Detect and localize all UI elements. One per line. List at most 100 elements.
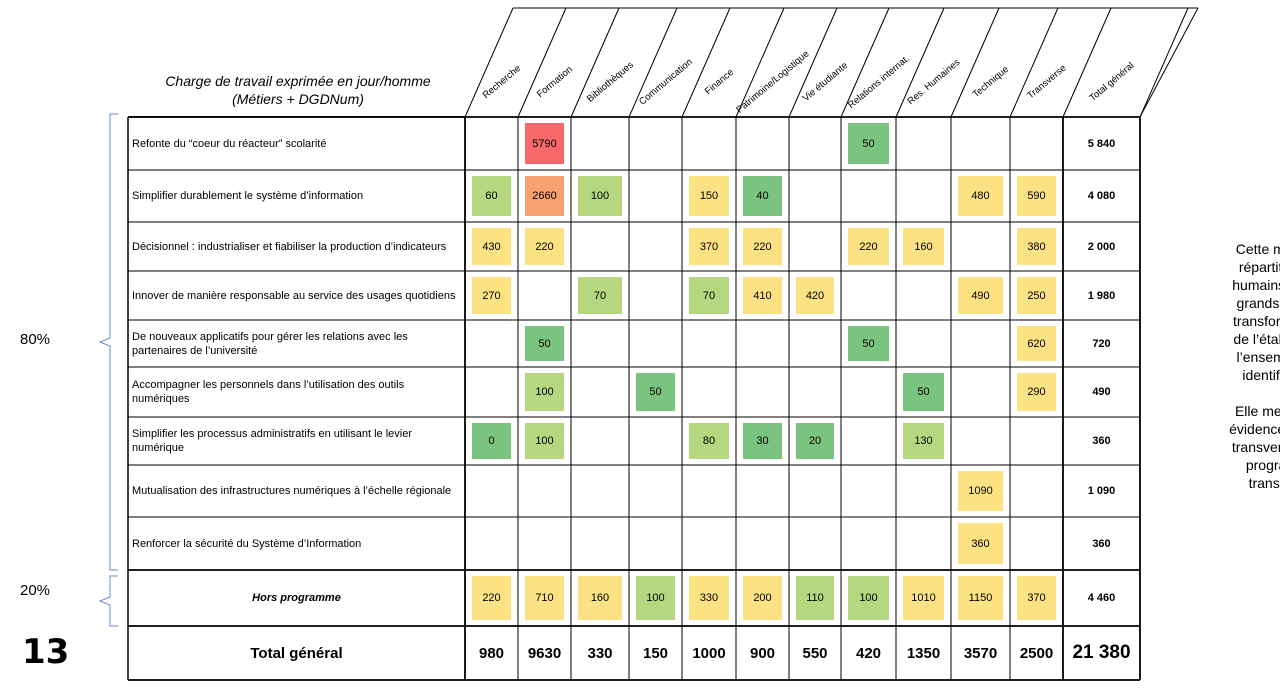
column-header-5: Patrimoine/Logistique [734,49,811,116]
matrix-cell [841,465,896,517]
matrix-cell: 160 [578,576,622,620]
matrix-cell: 150 [689,176,729,216]
column-header-0: Recherche [481,63,523,101]
matrix-cell [841,367,896,417]
matrix-cell: 490 [958,277,1003,314]
matrix-cell: 290 [1017,373,1056,411]
matrix-cell [841,517,896,570]
matrix-cell [1010,465,1063,517]
matrix-cell: 250 [1017,277,1056,314]
matrix-cell: 110 [796,576,834,620]
matrix-cell: 30 [743,423,782,459]
bracket-80-percent [98,113,118,571]
matrix-cell [1010,117,1063,170]
matrix-cell [518,271,571,320]
row-total: 360 [1092,435,1111,447]
matrix-cell [571,465,629,517]
matrix-cell [571,222,629,271]
matrix-cell [465,320,518,367]
matrix-cell [736,465,789,517]
matrix-cell: 100 [578,176,622,216]
matrix-cell: 270 [472,277,511,314]
matrix-cell: 220 [525,228,564,265]
matrix-cell [629,271,682,320]
matrix-cell: 360 [958,523,1003,564]
row-total: 360 [1092,537,1111,550]
matrix-cell [951,222,1010,271]
matrix-cell: 1010 [903,576,944,620]
matrix-cell: 60 [472,176,511,216]
matrix-cell [841,417,896,465]
matrix-cell [629,222,682,271]
matrix-cell: 1090 [958,471,1003,511]
matrix-cell [951,117,1010,170]
matrix-cell [896,117,951,170]
matrix-cell: 710 [525,576,564,620]
matrix-cell [789,170,841,222]
matrix-cell [682,367,736,417]
matrix-cell [896,320,951,367]
matrix-cell [682,465,736,517]
matrix-cell [629,465,682,517]
matrix-cell: 20 [796,423,834,459]
matrix-cell [629,517,682,570]
footer-value: 2500 [1019,644,1054,662]
matrix-cell: 620 [1017,326,1056,361]
matrix-cell [896,465,951,517]
matrix-cell: 220 [472,576,511,620]
matrix-cell [465,465,518,517]
row-label: Renforcer la sécurité du Système d’Infor… [132,537,362,550]
matrix-cell [629,117,682,170]
matrix-cell: 130 [903,423,944,459]
matrix-cell [736,367,789,417]
matrix-cell: 220 [848,228,889,265]
matrix-cell [465,367,518,417]
matrix-cell [571,117,629,170]
footer-value: 550 [802,644,828,662]
matrix-cell [841,271,896,320]
row-label: Simplifier durablement le système d’info… [132,190,364,202]
side-description: Cette matrirépartitionhumains à cgrands … [1180,240,1280,510]
page-number: 13 [22,632,70,672]
matrix-cell [571,320,629,367]
percent-label-20: 20% [20,582,51,599]
matrix-cell: 100 [636,576,675,620]
matrix-cell [736,517,789,570]
matrix-cell [465,117,518,170]
matrix-cell [951,367,1010,417]
matrix-cell [896,271,951,320]
matrix-cell [736,320,789,367]
row-label: Mutualisation des infrastructures numéri… [132,485,452,497]
row-total: 490 [1092,386,1111,398]
matrix-cell [789,117,841,170]
matrix-cell: 100 [848,576,889,620]
matrix-cell [682,320,736,367]
matrix-cell [465,517,518,570]
matrix-cell: 50 [903,373,944,411]
matrix-cell [629,417,682,465]
matrix-cell [571,517,629,570]
matrix-cell [1010,417,1063,465]
matrix-cell [789,367,841,417]
matrix-cell: 40 [743,176,782,216]
bracket-20-percent [98,575,118,627]
row-label: De nouveaux applicatifs pour gérer les r… [132,330,408,357]
matrix-cell [896,517,951,570]
matrix-cell [1010,517,1063,570]
column-header-4: Finance [703,67,736,97]
matrix-cell [571,367,629,417]
matrix-cell [951,320,1010,367]
matrix-cell [682,117,736,170]
footer-value: 3570 [963,644,998,662]
row-label: Refonte du “coeur du réacteur” scolarité [132,137,327,150]
matrix-cell: 380 [1017,228,1056,265]
matrix-cell [629,320,682,367]
matrix-cell: 480 [958,176,1003,216]
row-label: Hors programme [252,592,341,604]
caption-line-2: (Métiers + DGDNum) [232,91,364,107]
matrix-cell: 50 [636,373,675,411]
footer-value: 330 [587,644,613,662]
matrix-cell: 100 [525,423,564,459]
matrix-cell [629,170,682,222]
